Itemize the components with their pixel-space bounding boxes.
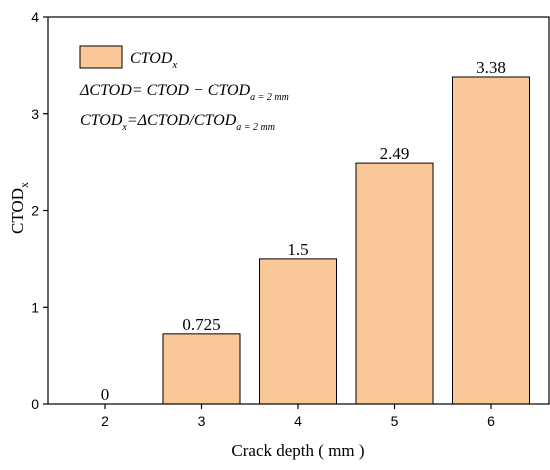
x-tick-label-6: 6 xyxy=(487,413,495,429)
x-axis-ticks: 2 3 4 5 6 xyxy=(101,404,495,429)
legend: CTODx ΔCTOD= CTOD − CTODa = 2 mm CTODx=Δ… xyxy=(79,45,289,133)
legend-equation-2: CTODx=ΔCTOD/CTODa = 2 mm xyxy=(80,112,275,133)
legend-swatch xyxy=(79,45,123,69)
y-axis-title-main: CTOD xyxy=(8,188,27,234)
value-labels-group: 0 0.725 1.5 2.49 3.38 xyxy=(101,58,506,404)
data-label-3: 0.725 xyxy=(182,315,220,334)
bars-group xyxy=(162,76,530,405)
data-label-2: 0 xyxy=(101,385,110,404)
legend-series-sub: x xyxy=(171,59,177,71)
eq2-mid: =ΔCTOD/CTOD xyxy=(127,112,237,129)
eq2-main: CTOD xyxy=(80,112,123,129)
x-tick-label-2: 2 xyxy=(101,413,109,429)
y-tick-label-2: 2 xyxy=(31,203,39,219)
legend-series-label: CTODx xyxy=(130,50,177,71)
data-label-6: 3.38 xyxy=(476,58,506,77)
eq2-sub2: a = 2 mm xyxy=(236,122,275,133)
x-axis-title: Crack depth ( mm ) xyxy=(231,441,364,460)
data-label-4: 1.5 xyxy=(287,240,308,259)
bar-5 xyxy=(355,162,434,405)
y-axis-title-sub: x xyxy=(17,182,31,188)
y-tick-label-0: 0 xyxy=(31,396,39,412)
bar-3 xyxy=(162,333,241,405)
legend-series-main: CTOD xyxy=(130,50,173,67)
y-tick-label-3: 3 xyxy=(31,106,39,122)
y-tick-label-1: 1 xyxy=(31,299,39,315)
y-axis-title: CTODx xyxy=(8,182,31,234)
eq2-sub1: x xyxy=(121,122,127,133)
x-tick-label-3: 3 xyxy=(198,413,206,429)
y-axis-ticks: 0 1 2 3 4 xyxy=(31,9,48,412)
bar-6 xyxy=(452,76,530,405)
eq1-main: ΔCTOD= CTOD − CTOD xyxy=(79,82,251,99)
y-tick-label-4: 4 xyxy=(31,9,39,25)
data-label-5: 2.49 xyxy=(380,144,410,163)
bar-4 xyxy=(259,258,337,405)
x-tick-label-4: 4 xyxy=(294,413,302,429)
eq1-sub: a = 2 mm xyxy=(250,92,289,103)
x-tick-label-5: 5 xyxy=(391,413,399,429)
legend-equation-1: ΔCTOD= CTOD − CTODa = 2 mm xyxy=(79,82,289,103)
